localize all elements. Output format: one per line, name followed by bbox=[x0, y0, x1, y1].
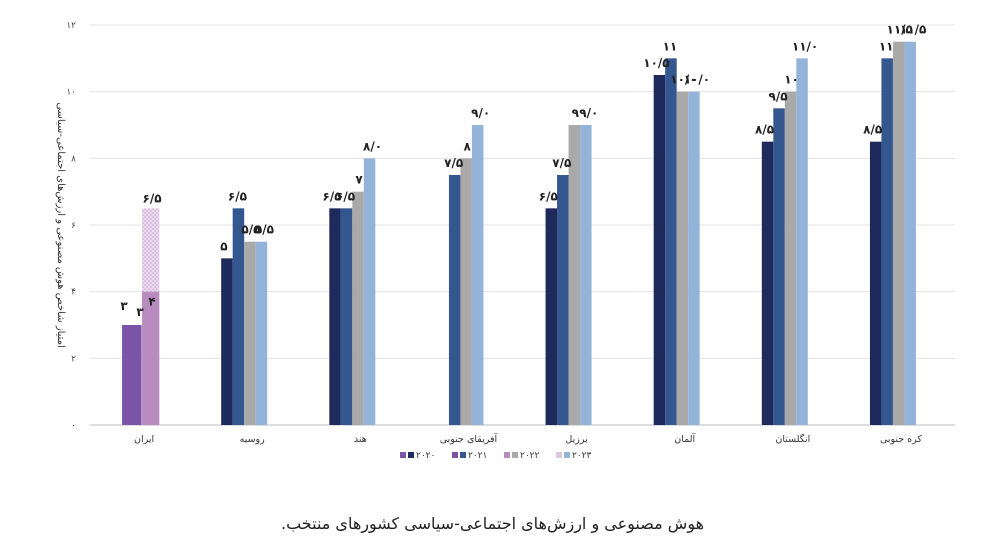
bar bbox=[244, 241, 256, 425]
data-label: ۶/۵ bbox=[143, 191, 162, 205]
data-label: ۱۱ bbox=[879, 39, 894, 53]
category-label: آلمان bbox=[674, 432, 695, 445]
data-label: ۴ bbox=[148, 295, 155, 309]
bar bbox=[773, 108, 785, 425]
data-label: ۹ bbox=[572, 106, 580, 120]
y-tick-label: ۲ bbox=[71, 354, 76, 364]
data-label: ۱۱/۵ bbox=[887, 23, 913, 37]
bar bbox=[796, 58, 808, 425]
gridlines bbox=[90, 24, 955, 426]
legend-swatch bbox=[408, 452, 414, 458]
data-label: ۸/۰ bbox=[363, 139, 382, 153]
legend-label: ۲۰۲۰ bbox=[416, 451, 435, 461]
category-label: انگلستان bbox=[775, 433, 810, 445]
y-tick-label: ۰ bbox=[71, 421, 76, 431]
data-label: ۵ bbox=[220, 239, 227, 253]
data-label: ۱۰/۰ bbox=[684, 73, 710, 87]
legend-swatch bbox=[512, 452, 518, 458]
bar bbox=[363, 158, 376, 426]
y-tick-label: ۸ bbox=[71, 154, 76, 164]
legend: ۲۰۲۰ ۲۰۲۱ ۲۰۲۲ ۲۰۲۳ bbox=[400, 451, 592, 461]
y-tick-label: ۱۰ bbox=[66, 88, 76, 98]
legend-swatch bbox=[556, 452, 562, 458]
data-label: ۵/۵ bbox=[255, 223, 274, 237]
bar bbox=[904, 41, 916, 426]
bar bbox=[676, 91, 689, 426]
data-label: ۱۰/۰ bbox=[670, 73, 696, 87]
bar bbox=[761, 141, 774, 425]
category-label: کره جنوبی bbox=[880, 434, 922, 445]
data-label: ۱۱/۵ bbox=[900, 23, 926, 37]
bar bbox=[340, 208, 353, 425]
y-tick-label: ۶ bbox=[71, 221, 76, 231]
data-label: ۱۱/۰ bbox=[792, 39, 818, 53]
legend-label: ۲۰۲۳ bbox=[572, 451, 592, 461]
category-label: روسیه bbox=[240, 434, 266, 445]
data-label: ۸/۵ bbox=[863, 123, 882, 137]
bar bbox=[653, 75, 666, 425]
bar bbox=[665, 58, 677, 425]
bar bbox=[881, 58, 893, 425]
legend-swatch bbox=[504, 452, 510, 458]
y-axis-ticks: ۰ ۲ ۴ ۶ ۸ ۱۰ ۱۲ bbox=[66, 21, 76, 431]
data-label: ۹/۰ bbox=[471, 106, 490, 120]
bar bbox=[869, 141, 882, 425]
bar bbox=[568, 125, 581, 425]
bar bbox=[892, 41, 905, 426]
bar bbox=[557, 175, 569, 425]
bar bbox=[255, 241, 268, 425]
data-label: ۶/۵ bbox=[336, 189, 355, 203]
category-label: هند bbox=[354, 434, 367, 445]
bar bbox=[221, 258, 233, 425]
category-label: ایران bbox=[134, 434, 154, 445]
legend-swatch bbox=[400, 452, 406, 458]
bar bbox=[122, 325, 142, 425]
data-label: ۸/۵ bbox=[755, 123, 774, 137]
bar bbox=[688, 91, 700, 426]
legend-label: ۲۰۲۱ bbox=[468, 451, 487, 461]
legend-swatch bbox=[564, 452, 570, 458]
data-label: ۷/۵ bbox=[444, 156, 463, 170]
data-label: ۹/۵ bbox=[769, 89, 788, 103]
figure-caption: هوش مصنوعی و ارزش‌های اجتماعی-سیاسی کشور… bbox=[280, 514, 705, 533]
data-label: ۱۰/۵ bbox=[643, 56, 669, 70]
legend-swatch bbox=[452, 452, 458, 458]
bar bbox=[784, 91, 797, 426]
data-label: ۹/۰ bbox=[579, 106, 598, 120]
data-label: ۵/۵ bbox=[241, 223, 260, 237]
data-label: ۷/۵ bbox=[552, 156, 571, 170]
y-tick-label: ۱۲ bbox=[66, 21, 76, 31]
legend-label: ۲۰۲۲ bbox=[520, 451, 540, 461]
data-label: ۷ bbox=[355, 173, 363, 187]
data-label: ۱۰ bbox=[784, 73, 799, 87]
data-label: ۶/۵ bbox=[228, 189, 247, 203]
bar bbox=[329, 208, 341, 425]
bar bbox=[460, 158, 472, 426]
category-label: آفریقای جنوبی bbox=[440, 432, 498, 445]
category-labels: ایران روسیه هند آفریقای جنوبی برزیل آلمان انگل… bbox=[134, 432, 922, 445]
bar bbox=[352, 191, 364, 425]
bar bbox=[580, 125, 592, 425]
legend-swatch bbox=[460, 452, 466, 458]
bar bbox=[142, 291, 160, 425]
bar bbox=[142, 208, 160, 292]
y-tick-label: ۴ bbox=[71, 288, 76, 298]
bar bbox=[232, 208, 245, 425]
data-label: ۳ bbox=[120, 299, 128, 313]
data-label: ۸ bbox=[464, 139, 472, 153]
bar bbox=[471, 125, 484, 425]
data-label: ۳ bbox=[136, 305, 144, 319]
data-labels: ۳ ۳۴۶/۵۵۶/۵۵/۵۵/۵۶/۵۶/۵۷۸/۰۷/۵۸۹/۰۶/۵۷/۵۹… bbox=[120, 23, 926, 319]
data-label: ۱۱ bbox=[663, 39, 678, 53]
y-axis-label: امتیاز شاخص هوش مصنوعی و ارزش‌های اجتماع… bbox=[55, 102, 66, 348]
bars bbox=[122, 41, 916, 426]
data-label: ۶/۵ bbox=[539, 189, 558, 203]
category-label: برزیل bbox=[565, 434, 587, 445]
bar bbox=[545, 208, 558, 425]
bar bbox=[448, 175, 461, 425]
data-label: ۶/۵ bbox=[323, 189, 342, 203]
